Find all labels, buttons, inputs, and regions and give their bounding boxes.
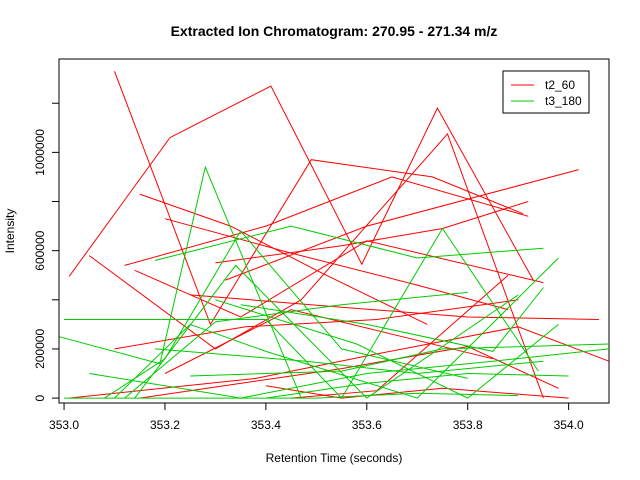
legend-label-t3-180: t3_180 [545, 94, 582, 108]
series-t3-180-line-13 [265, 372, 569, 399]
series-t3-180-line-8 [89, 348, 610, 399]
series-t3-180-line-14 [64, 392, 519, 399]
series-t2-60-line-1 [68, 85, 534, 281]
x-tick-label: 353.6 [352, 418, 382, 432]
series-t2-60-line-5 [124, 176, 529, 266]
series-t2-60-line-13 [225, 169, 579, 281]
y-tick-label: 1000000 [33, 129, 47, 176]
series-t3-180-line-7 [124, 291, 468, 399]
legend-label-t2-60: t2_60 [545, 78, 575, 92]
series-t2-60-line-2 [114, 71, 524, 326]
series-t3-180-line-1 [58, 165, 302, 399]
x-tick-label: 353.2 [150, 418, 180, 432]
series-layer [58, 71, 610, 399]
y-tick-label: 600000 [33, 230, 47, 270]
series-t3-180-line-10 [154, 348, 544, 375]
series-t2-60-line-7 [164, 218, 509, 311]
chart-title: Extracted Ion Chromatogram: 270.95 - 271… [171, 23, 498, 39]
series-t3-180-line-4 [114, 257, 559, 399]
x-axis-label: Retention Time (seconds) [266, 451, 403, 465]
y-tick-label: 200000 [33, 329, 47, 369]
x-tick-label: 353.8 [453, 418, 483, 432]
series-t2-60-line-4 [139, 193, 428, 325]
legend-box [502, 70, 590, 114]
series-t2-60-line-16 [265, 385, 569, 399]
series-t3-180-line-12 [240, 287, 544, 352]
series-t3-180-line-2 [64, 227, 539, 399]
y-axis: 0 200000 600000 1000000 [33, 102, 60, 401]
series-t3-180-line-5 [134, 264, 519, 399]
legend: t2_60 t3_180 [502, 70, 590, 114]
series-t3-180-line-6 [154, 225, 544, 261]
series-t2-60-line-6 [134, 240, 544, 318]
series-t3-180-line-3 [104, 230, 468, 399]
y-tick-label: 0 [33, 394, 47, 401]
y-axis-label: Intensity [3, 209, 17, 254]
series-t2-60-line-12 [215, 201, 529, 264]
x-tick-label: 354.0 [554, 418, 584, 432]
x-axis: 353.0 353.2 353.4 353.6 353.8 354.0 [49, 402, 584, 432]
x-tick-label: 353.4 [251, 418, 281, 432]
series-t3-180-line-11 [190, 343, 610, 377]
series-t2-60-line-3 [89, 132, 544, 399]
series-t3-180-line-9 [215, 299, 559, 399]
series-t2-60-line-8 [190, 294, 599, 320]
x-tick-label: 353.0 [49, 418, 79, 432]
